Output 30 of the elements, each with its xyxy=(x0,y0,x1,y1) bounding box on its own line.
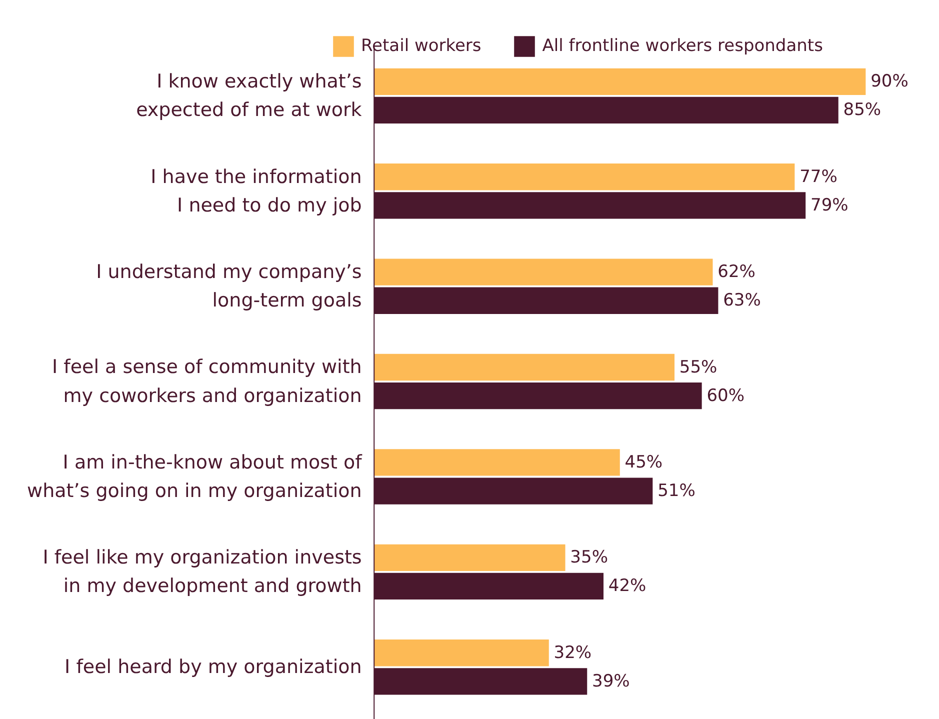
y-tick-label: I have the information I need to do my job xyxy=(150,166,362,216)
data-label: 90% xyxy=(870,72,908,92)
y-tick-label: I feel heard by my organization xyxy=(64,656,362,678)
data-label: 51% xyxy=(658,481,696,502)
bar xyxy=(374,354,675,381)
legend-label: All frontline workers respondants xyxy=(542,36,823,56)
bar xyxy=(374,258,713,286)
data-label: 77% xyxy=(800,166,838,187)
data-label: 39% xyxy=(592,671,630,692)
data-label: 63% xyxy=(723,290,761,311)
data-label: 42% xyxy=(608,576,646,596)
data-label: 35% xyxy=(570,548,608,568)
data-label: 45% xyxy=(624,452,663,472)
bar xyxy=(374,640,549,666)
data-label: 79% xyxy=(810,195,848,216)
bar xyxy=(374,164,795,190)
data-label: 32% xyxy=(554,642,592,663)
legend-label: Retail workers xyxy=(361,36,482,56)
bar xyxy=(374,449,620,476)
y-tick-label: I understand my company’s long-term goals xyxy=(96,261,362,312)
data-label: 62% xyxy=(718,262,756,282)
y-tick-label: I feel like my organization invests in my development and growth xyxy=(42,546,362,598)
data-label: 60% xyxy=(706,386,745,406)
bar xyxy=(374,68,866,95)
y-tick-label: I am in-the-know about most of what’s going on in my organization xyxy=(27,451,364,502)
data-label: 85% xyxy=(843,100,882,120)
y-tick-label: I know exactly what’s expected of me at work xyxy=(136,70,362,122)
data-label: 55% xyxy=(679,357,718,378)
y-tick-label: I feel a sense of community with my coworkers and organization xyxy=(52,356,362,407)
bar xyxy=(374,544,566,571)
